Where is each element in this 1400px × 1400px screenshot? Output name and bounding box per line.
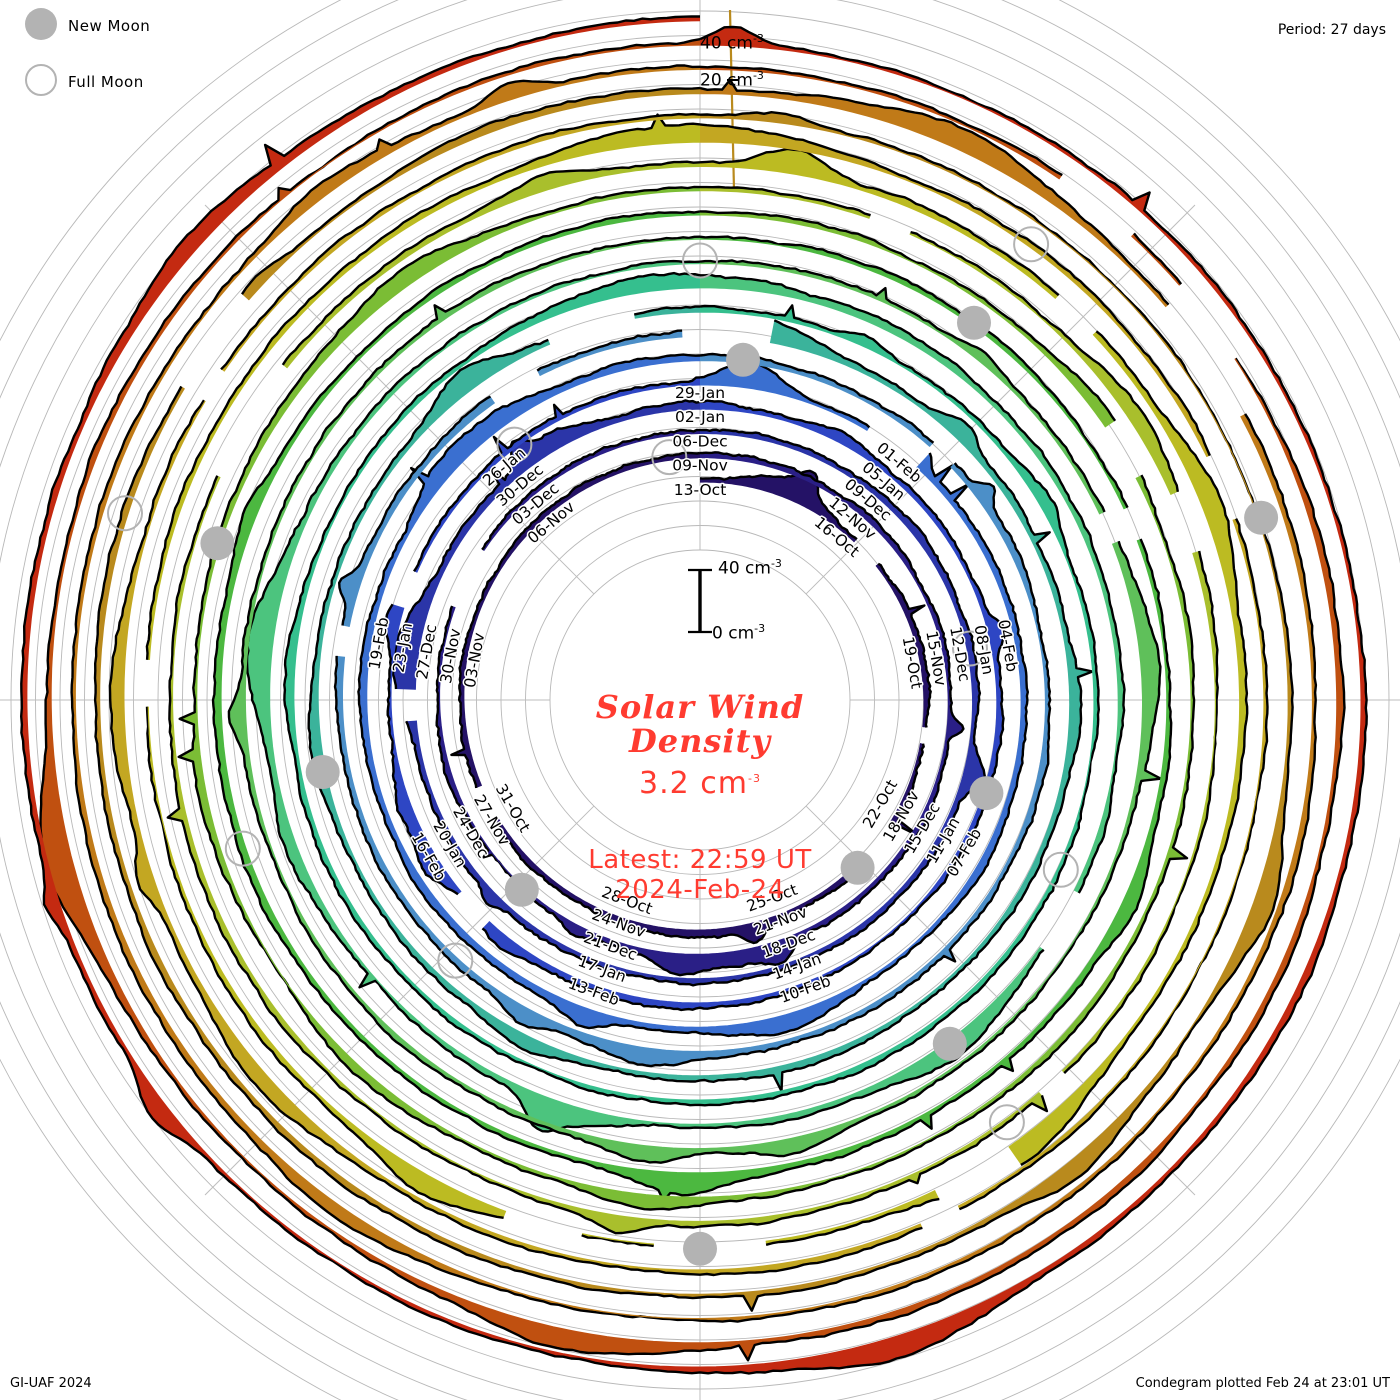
- new-moon-marker: [200, 526, 235, 561]
- new-moon-swatch: [25, 8, 57, 40]
- credit-label: GI-UAF 2024: [10, 1376, 92, 1391]
- full-moon-marker: [496, 426, 533, 463]
- radial-tick-20: 20 cm-3: [700, 69, 764, 91]
- full-moon-marker: [1013, 226, 1050, 263]
- plot-title-line2: Density: [629, 722, 771, 760]
- full-moon-marker: [988, 1104, 1025, 1141]
- new-moon-marker: [957, 305, 991, 340]
- scale-bar-top-label: 40 cm-3: [718, 557, 782, 579]
- plotted-timestamp-label: Condegram plotted Feb 24 at 23:01 UT: [1135, 1376, 1390, 1391]
- scale-bar-bottom-label: 0 cm-3: [712, 622, 766, 644]
- new-moon-marker: [1244, 500, 1279, 535]
- date-label: 06-Dec: [672, 432, 727, 450]
- center-readout: Solar Wind Density 3.2 cm-3 Latest: 22:5…: [420, 690, 980, 905]
- new-moon-marker: [840, 850, 875, 885]
- new-moon-legend-label: New Moon: [68, 17, 151, 35]
- date-label: 13-Oct: [674, 481, 727, 499]
- latest-time: Latest: 22:59 UT: [588, 845, 812, 875]
- new-moon-marker: [504, 872, 539, 907]
- new-moon-marker: [969, 776, 1004, 811]
- full-moon-marker: [651, 439, 688, 476]
- full-moon-marker: [682, 242, 718, 279]
- new-moon-marker: [726, 342, 760, 377]
- full-moon-marker: [1042, 851, 1079, 888]
- radial-tick-40: 40 cm-3: [700, 32, 764, 54]
- moon-marker-layer: [107, 226, 1279, 1266]
- date-label: 09-Nov: [672, 457, 728, 475]
- full-moon-marker: [224, 830, 261, 867]
- new-moon-marker: [932, 1026, 967, 1061]
- full-moon-marker: [952, 630, 988, 667]
- new-moon-marker: [683, 1231, 717, 1266]
- date-label: 29-Jan: [675, 384, 725, 402]
- latest-date: 2024-Feb-24: [615, 875, 785, 905]
- current-value: 3.2 cm-3: [639, 766, 761, 801]
- full-moon-marker: [107, 495, 143, 532]
- date-label: 02-Jan: [675, 408, 725, 426]
- new-moon-marker: [305, 755, 340, 789]
- full-moon-swatch: [25, 64, 57, 96]
- period-label: Period: 27 days: [1277, 22, 1386, 38]
- full-moon-legend-label: Full Moon: [68, 73, 144, 91]
- full-moon-marker: [437, 942, 474, 979]
- plot-title-line1: Solar Wind: [595, 688, 805, 726]
- scale-bar: [688, 568, 712, 634]
